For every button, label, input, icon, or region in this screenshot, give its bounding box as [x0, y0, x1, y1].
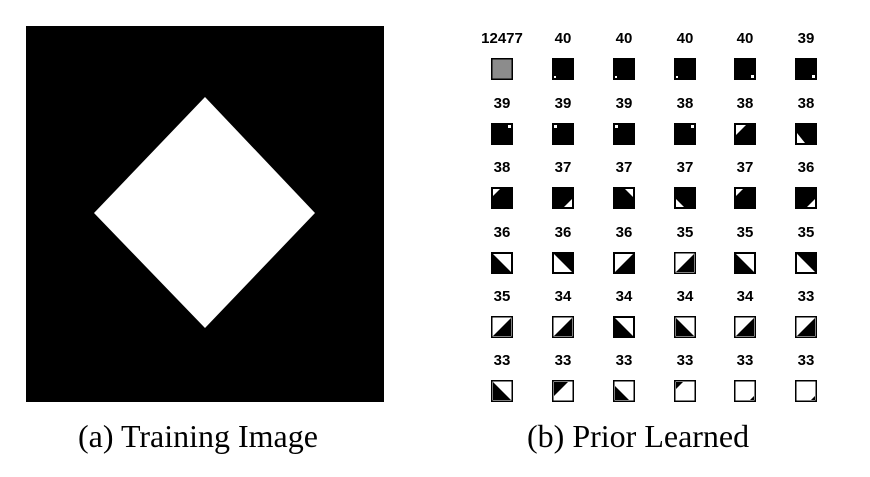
- prior-patch: [734, 380, 756, 402]
- patch-count: 33: [797, 352, 815, 369]
- patch-count: 35: [676, 224, 694, 241]
- prior-patch: [674, 123, 696, 145]
- patch-count: 36: [797, 159, 815, 176]
- prior-patch: [795, 316, 817, 338]
- patch-count: 37: [615, 159, 633, 176]
- prior-patch: [734, 187, 756, 209]
- prior-patch: [674, 316, 696, 338]
- prior-patch: [795, 380, 817, 402]
- patch-count: 33: [493, 352, 511, 369]
- white-diamond-shape: [94, 97, 315, 328]
- patch-count: 36: [493, 224, 511, 241]
- caption-prior-learned: (b) Prior Learned: [527, 418, 750, 454]
- prior-patch: [613, 252, 635, 274]
- prior-patch: [795, 187, 817, 209]
- patch-count: 35: [493, 288, 511, 305]
- prior-patch: [795, 123, 817, 145]
- patch-count: 33: [676, 352, 694, 369]
- prior-patch: [552, 58, 574, 80]
- prior-patch: [552, 187, 574, 209]
- prior-patch: [613, 316, 635, 338]
- prior-patch: [734, 252, 756, 274]
- patch-count: 38: [493, 159, 511, 176]
- prior-patch: [734, 316, 756, 338]
- prior-patch: [613, 58, 635, 80]
- patch-count: 39: [797, 30, 815, 47]
- patch-count: 38: [676, 95, 694, 112]
- prior-patch: [674, 380, 696, 402]
- patch-count: 34: [615, 288, 633, 305]
- patch-count: 34: [554, 288, 572, 305]
- patch-count: 33: [797, 288, 815, 305]
- patch-count: 33: [615, 352, 633, 369]
- prior-patch: [491, 58, 513, 80]
- patch-count: 38: [797, 95, 815, 112]
- caption-training-image: (a) Training Image: [78, 418, 318, 454]
- prior-patch: [674, 252, 696, 274]
- prior-patch: [552, 316, 574, 338]
- prior-patch: [552, 123, 574, 145]
- patch-count: 39: [493, 95, 511, 112]
- prior-patch: [552, 380, 574, 402]
- prior-patch: [674, 187, 696, 209]
- prior-patch: [491, 252, 513, 274]
- patch-count: 33: [554, 352, 572, 369]
- patch-count: 35: [736, 224, 754, 241]
- prior-patch: [491, 187, 513, 209]
- patch-count: 34: [676, 288, 694, 305]
- patch-count: 38: [736, 95, 754, 112]
- prior-patch: [795, 252, 817, 274]
- patch-count: 40: [676, 30, 694, 47]
- patch-count: 40: [554, 30, 572, 47]
- prior-patch: [674, 58, 696, 80]
- patch-count: 34: [736, 288, 754, 305]
- patch-count: 40: [615, 30, 633, 47]
- patch-count: 37: [736, 159, 754, 176]
- prior-patch: [491, 380, 513, 402]
- patch-count: 37: [554, 159, 572, 176]
- prior-patch: [491, 316, 513, 338]
- prior-patch: [795, 58, 817, 80]
- patch-count: 39: [615, 95, 633, 112]
- prior-patch: [613, 123, 635, 145]
- patch-count: 39: [554, 95, 572, 112]
- prior-patch: [491, 123, 513, 145]
- patch-count: 36: [615, 224, 633, 241]
- patch-count: 36: [554, 224, 572, 241]
- prior-patch: [734, 123, 756, 145]
- patch-count: 37: [676, 159, 694, 176]
- prior-patch: [552, 252, 574, 274]
- patch-count: 33: [736, 352, 754, 369]
- prior-patch: [734, 58, 756, 80]
- patch-count: 40: [736, 30, 754, 47]
- training-image: [26, 26, 384, 402]
- patch-count: 12477: [481, 30, 523, 47]
- prior-patch: [613, 380, 635, 402]
- patch-count: 35: [797, 224, 815, 241]
- prior-patch: [613, 187, 635, 209]
